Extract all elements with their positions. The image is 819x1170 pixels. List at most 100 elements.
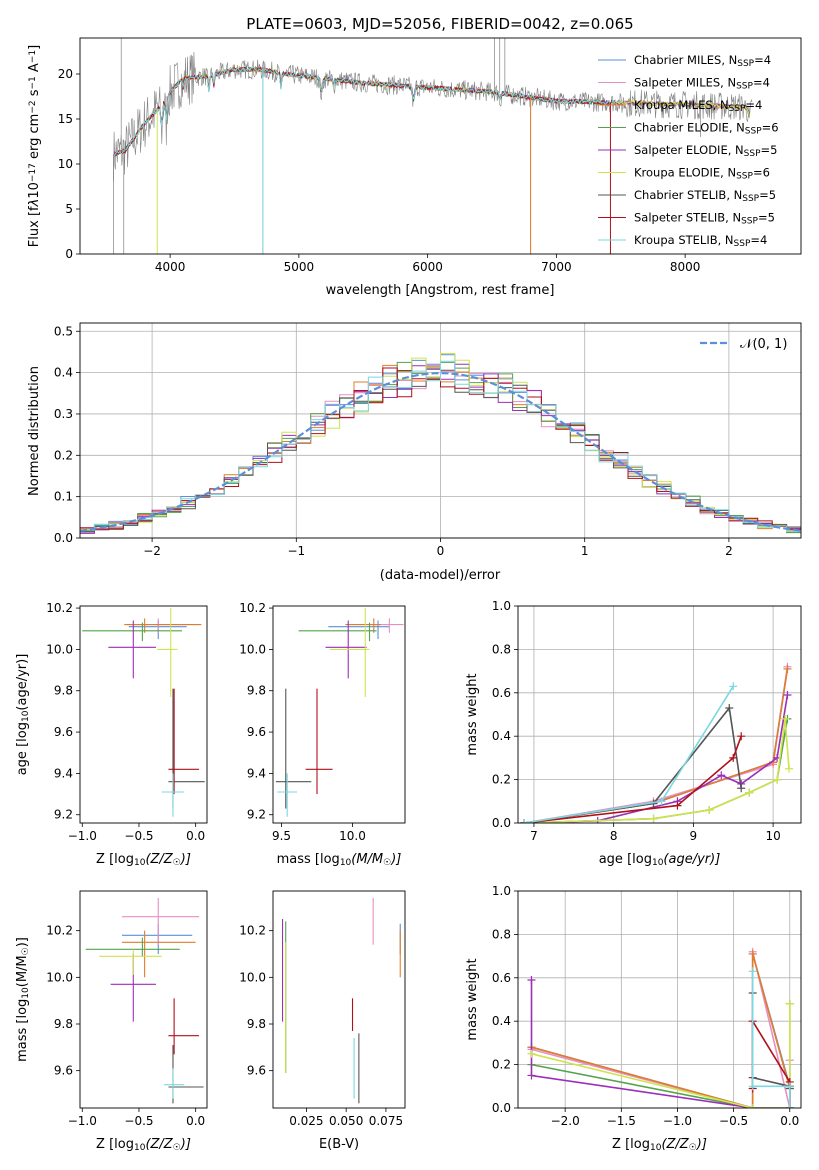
massweight-vs-Z-xtick-label-1: −1.5 (607, 1114, 636, 1128)
gaussian-curve (80, 371, 801, 532)
mass-vs-Z-ylabel: mass [log10(M/M☉)] (15, 937, 31, 1062)
age-vs-mass-xlabel: mass [log10(M/M☉)] (277, 852, 402, 868)
massweight-vs-age-marker-salpeter_stelib-1 (673, 801, 682, 810)
age-vs-Z-xlabel: Z [log10(Z/Z☉)] (96, 852, 191, 868)
mass-vs-Z-xtick-label-1: −0.5 (124, 1114, 153, 1128)
age-vs-Z-ylabel: age [log10(age/yr)] (15, 654, 31, 776)
massweight-vs-age-marker-salpeter_stelib-3 (737, 732, 746, 741)
mass-vs-ebv-panel: 0.025 0.050 0.075 9.6 9.8 10.0 10.2 E(B-V) (239, 890, 406, 1152)
residuals-ytick-label-4: 0.4 (54, 366, 73, 380)
massweight-vs-Z-ytick-label-0: 0.0 (492, 1101, 511, 1115)
massweight-vs-age-marker-kroupa_elodie-5 (781, 714, 790, 723)
legend-label-chabrier_elodie: Chabrier ELODIE, NSSP=6 (634, 121, 779, 137)
massweight-vs-age-marker-kroupa_elodie-3 (745, 788, 754, 797)
spectrum-xtick-label-1: 5000 (284, 260, 315, 274)
massweight-vs-Z-marker-kroupa_stelib-3 (785, 1104, 794, 1108)
massweight-vs-age-marker-salpeter_stelib-2 (729, 753, 738, 762)
age-vs-Z-plot-area (82, 608, 205, 817)
age-vs-mass-panel: 9.5 10.0 9.2 9.4 9.6 9.8 10.0 10.2 mass [log10(M… (239, 601, 406, 868)
mass-vs-Z-panel: −1.0 −0.5 0.0 9.6 9.8 10.0 10.2 Z [log10(Z/Z☉)]… (15, 890, 208, 1153)
mass-vs-Z-ytick-label-2: 10.0 (46, 970, 73, 984)
massweight-vs-age-marker-chabrier_stelib-2 (725, 703, 734, 712)
massweight-vs-age-ytick-label-3: 0.6 (492, 686, 511, 700)
massweight-vs-Z-line-kroupa_stelib (751, 971, 791, 1108)
age-vs-mass-ytick-label-3: 9.8 (247, 684, 266, 698)
massweight-vs-age-line-kroupa_stelib (524, 685, 734, 823)
hist-kroupa_stelib (80, 360, 801, 532)
massweight-vs-age-ytick-label-0: 0.0 (492, 816, 511, 830)
massweight-vs-age-marker-salpeter_elodie-3 (717, 771, 726, 780)
spectrum-ytick-label-2: 10 (58, 157, 73, 171)
massweight-vs-Z-panel: −2.0 −1.5 −1.0 −0.5 0.0 0.0 0.2 0.4 0.6 0.8 1.0 Z [… (465, 884, 802, 1153)
massweight-vs-age-frame (517, 605, 802, 824)
massweight-vs-age-line-salpeter_stelib (524, 735, 742, 823)
residuals-ytick-label-3: 0.3 (54, 407, 73, 421)
massweight-vs-Z-ytick-label-3: 0.6 (492, 971, 511, 985)
legend-label-salpeter_elodie: Salpeter ELODIE, NSSP=5 (634, 143, 777, 159)
age-vs-Z-ytick-label-1: 9.4 (54, 766, 73, 780)
residuals-xtick-label-1: −1 (287, 544, 305, 558)
massweight-vs-age-ytick-label-2: 0.4 (492, 729, 511, 743)
mass-vs-ebv-xlabel: E(B-V) (319, 1137, 359, 1152)
massweight-vs-Z-xtick-label-3: −0.5 (719, 1114, 748, 1128)
age-vs-mass-ytick-label-0: 9.2 (247, 808, 266, 822)
residuals-xtick-label-2: 0 (437, 544, 445, 558)
age-vs-mass-ytick-label-2: 9.6 (247, 725, 266, 739)
observed-spectrum (113, 51, 753, 182)
massweight-vs-Z-xtick-label-4: 0.0 (780, 1114, 799, 1128)
massweight-vs-age-marker-kroupa_stelib-0 (520, 819, 529, 823)
massweight-vs-age-plot-area (520, 662, 794, 823)
massweight-vs-age-marker-kroupa_stelib-1 (657, 797, 666, 806)
mass-vs-ebv-xtick-label-1: 0.050 (329, 1114, 363, 1128)
age-vs-mass-xtick-label-0: 9.5 (272, 829, 291, 843)
spectrum-ytick-label-4: 20 (58, 67, 73, 81)
mass-vs-ebv-plot-area (281, 898, 401, 1104)
age-vs-mass-ytick-label-4: 10.0 (239, 642, 266, 656)
legend-label-salpeter_miles: Salpeter MILES, NSSP=4 (634, 76, 770, 92)
legend-label-kroupa_miles: Kroupa MILES, NSSP=4 (634, 98, 762, 114)
age-vs-Z-frame (79, 605, 208, 824)
mass-vs-ebv-ytick-label-2: 10.0 (239, 970, 266, 984)
mass-vs-Z-xtick-label-2: 0.0 (186, 1114, 205, 1128)
age-vs-Z-ytick-label-4: 10.0 (46, 642, 73, 656)
massweight-vs-Z-line-salpeter_miles (531, 951, 791, 1108)
residuals-xtick-label-0: −2 (143, 544, 161, 558)
massweight-vs-Z-ytick-label-2: 0.4 (492, 1014, 511, 1028)
residuals-xtick-label-4: 2 (725, 544, 733, 558)
age-vs-Z-xtick-label-2: 0.0 (186, 829, 205, 843)
age-vs-mass-xtick-label-1: 10.0 (339, 829, 366, 843)
massweight-vs-Z-xtick-label-2: −1.0 (663, 1114, 692, 1128)
residuals-xlabel: (data-model)/error (380, 568, 501, 583)
residuals-ytick-label-5: 0.5 (54, 324, 73, 338)
age-vs-Z-xtick-label-1: −0.5 (124, 829, 153, 843)
massweight-vs-age-xtick-label-3: 10 (765, 829, 780, 843)
mass-vs-Z-plot-area (85, 898, 204, 1104)
age-vs-Z-ytick-label-0: 9.2 (54, 808, 73, 822)
age-vs-Z-ytick-label-5: 10.2 (46, 601, 73, 615)
age-vs-Z-ytick-label-3: 9.8 (54, 684, 73, 698)
mass-vs-ebv-ytick-label-3: 10.2 (239, 924, 266, 938)
figure-title: PLATE=0603, MJD=52056, FIBERID=0042, z=0… (246, 15, 633, 33)
mass-vs-Z-frame (79, 890, 208, 1109)
massweight-vs-age-xtick-label-1: 8 (610, 829, 618, 843)
massweight-vs-age-marker-kroupa_elodie-6 (785, 764, 794, 773)
age-vs-mass-ytick-label-5: 10.2 (239, 601, 266, 615)
age-vs-Z-xtick-label-0: −1.0 (68, 829, 97, 843)
massweight-vs-Z-xlabel: Z [log10(Z/Z☉)] (612, 1137, 707, 1153)
residuals-ytick-label-0: 0.0 (54, 531, 73, 545)
massweight-vs-age-marker-kroupa_miles-3 (783, 664, 792, 673)
mass-vs-Z-ytick-label-3: 10.2 (46, 924, 73, 938)
massweight-vs-Z-line-kroupa_elodie (531, 1003, 791, 1108)
massweight-vs-Z-frame (517, 890, 802, 1109)
massweight-vs-age-ytick-label-5: 1.0 (492, 599, 511, 613)
massweight-vs-Z-marker-salpeter_elodie-0 (527, 975, 536, 984)
legend-label-chabrier_miles: Chabrier MILES, NSSP=4 (634, 53, 771, 69)
spectrum-ytick-label-1: 5 (65, 202, 73, 216)
age-vs-Z-ytick-label-2: 9.6 (54, 725, 73, 739)
massweight-vs-Z-marker-kroupa_elodie-1 (748, 1104, 757, 1108)
spectrum-ytick-label-3: 15 (58, 112, 73, 126)
legend-label-salpeter_stelib: Salpeter STELIB, NSSP=5 (634, 211, 775, 227)
legend-label-kroupa_stelib: Kroupa STELIB, NSSP=4 (634, 233, 767, 249)
mass-vs-ebv-xtick-label-0: 0.025 (289, 1114, 323, 1128)
massweight-vs-Z-marker-kroupa_miles-2 (748, 949, 757, 958)
